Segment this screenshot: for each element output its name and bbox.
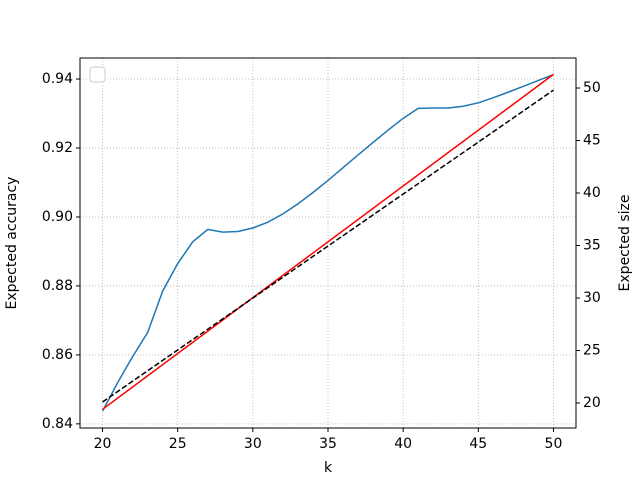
y-tick-label: 0.86 (42, 347, 73, 363)
series-line (101, 73, 554, 412)
y-axis-label: Expected accuracy (4, 177, 20, 310)
x-tick-label: 25 (169, 436, 187, 452)
y-tick-label: 0.92 (42, 140, 73, 156)
x-tick-label: 40 (394, 436, 412, 452)
x-tick-label: 20 (94, 436, 112, 452)
y2-tick-label: 30 (583, 290, 601, 306)
y2-tick-label: 40 (583, 185, 601, 201)
y-tick-label: 0.90 (42, 209, 73, 225)
series-line (102, 89, 554, 403)
y-tick-label: 0.88 (42, 278, 73, 294)
y2-tick-label: 35 (583, 238, 601, 254)
y-tick-label: 0.94 (42, 71, 73, 87)
x-tick-label: 35 (319, 436, 337, 452)
y-tick-label: 0.84 (42, 416, 73, 432)
x-tick-label: 45 (469, 436, 487, 452)
plot-layer (80, 58, 576, 428)
x-axis-label: k (324, 460, 333, 476)
y2-tick-label: 20 (583, 395, 601, 411)
legend-box (89, 66, 106, 83)
y2-axis-label: Expected size (617, 195, 633, 292)
y2-tick-label: 50 (583, 80, 601, 96)
y2-tick-label: 45 (583, 133, 601, 149)
x-tick-label: 30 (244, 436, 262, 452)
series-line (102, 73, 554, 410)
y2-tick-label: 25 (583, 343, 601, 359)
x-tick-label: 50 (545, 436, 563, 452)
